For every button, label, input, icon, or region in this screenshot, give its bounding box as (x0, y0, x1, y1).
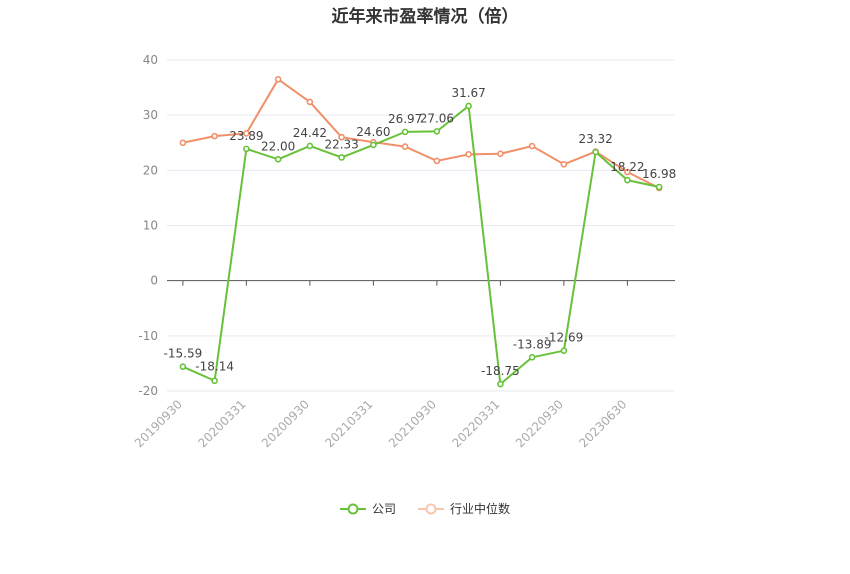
industry-median-point (528, 142, 536, 150)
y-tick-label: 40 (143, 53, 158, 67)
legend-industry-line-icon (418, 503, 444, 514)
data-label: -15.59 (164, 347, 203, 361)
data-label: -18.75 (481, 364, 520, 378)
series-layer (179, 76, 663, 388)
industry-median-point (274, 76, 282, 83)
industry-median-point (338, 133, 345, 141)
industry-median-point (624, 168, 631, 176)
industry-median-point (497, 150, 504, 158)
x-tick-label: 20200331 (195, 397, 248, 450)
industry-median-line (182, 78, 660, 189)
industry-median-point (560, 160, 568, 168)
data-label: -18.14 (195, 360, 234, 374)
industry-median-point (179, 139, 187, 147)
y-tick-label: -20 (138, 384, 158, 398)
company-point (211, 377, 218, 385)
legend: 公司 行业中位数 (0, 500, 850, 517)
company-point (528, 353, 536, 361)
legend-company-label: 公司 (371, 502, 396, 516)
company-point (338, 154, 345, 161)
data-label: 16.98 (642, 167, 676, 181)
grid-layer (167, 59, 675, 392)
data-label: 23.32 (578, 132, 612, 146)
x-tick-label: 20220930 (513, 397, 566, 450)
data-label: 24.42 (293, 126, 327, 140)
legend-company-line-icon (339, 503, 366, 514)
x-tick-label: 20230630 (576, 397, 629, 450)
industry-median-point (211, 132, 218, 140)
company-point (433, 128, 441, 135)
x-tick-label: 20190930 (132, 397, 185, 450)
data-label-layer: -15.59-18.14 23.8922.0024.4222.3324.6026.… (164, 86, 677, 378)
data-label: 27.06 (420, 111, 454, 125)
legend-industry-label: 行业中位数 (450, 502, 511, 516)
data-label: 23.89 (229, 129, 263, 143)
x-tick-label: 20210331 (322, 397, 375, 450)
industry-median-point (465, 151, 472, 158)
industry-median-point (433, 157, 441, 165)
data-label: 26.97 (388, 112, 422, 126)
company-point (243, 145, 250, 153)
y-tick-label: 20 (143, 163, 158, 177)
data-label: 31.67 (451, 86, 485, 100)
company-point (274, 156, 282, 163)
data-label: 24.60 (356, 125, 390, 139)
company-point (655, 183, 663, 191)
company-point (497, 380, 504, 388)
data-label: -13.89 (513, 337, 552, 351)
company-point (401, 128, 409, 136)
data-label: 22.33 (324, 137, 358, 151)
x-tick-label: 20200930 (259, 397, 312, 450)
company-point (370, 141, 377, 149)
chart-title: 近年来市盈率情况（倍） (331, 7, 519, 27)
company-line (182, 104, 660, 386)
legend-item-industry-median[interactable]: 行业中位数 (418, 500, 510, 517)
legend-item-company[interactable]: 公司 (339, 500, 396, 517)
y-tick-label: 30 (143, 108, 158, 122)
industry-median-point (401, 143, 409, 150)
y-tick-label: -10 (138, 329, 158, 343)
x-tick-label: 20220331 (449, 397, 502, 450)
y-tick-label: 0 (150, 274, 158, 288)
company-point (560, 347, 568, 354)
data-label: 18.22 (610, 160, 644, 174)
industry-median-point (306, 98, 314, 106)
company-point (592, 148, 599, 156)
y-tick-label: 10 (143, 219, 158, 233)
data-label: 22.00 (261, 139, 295, 153)
x-tick-label: 20210930 (386, 397, 439, 450)
company-point (465, 102, 472, 110)
company-point (306, 142, 314, 150)
company-point (624, 176, 631, 184)
company-point (179, 363, 187, 370)
industry-median-point (243, 130, 250, 137)
data-label: -12.69 (545, 331, 584, 345)
